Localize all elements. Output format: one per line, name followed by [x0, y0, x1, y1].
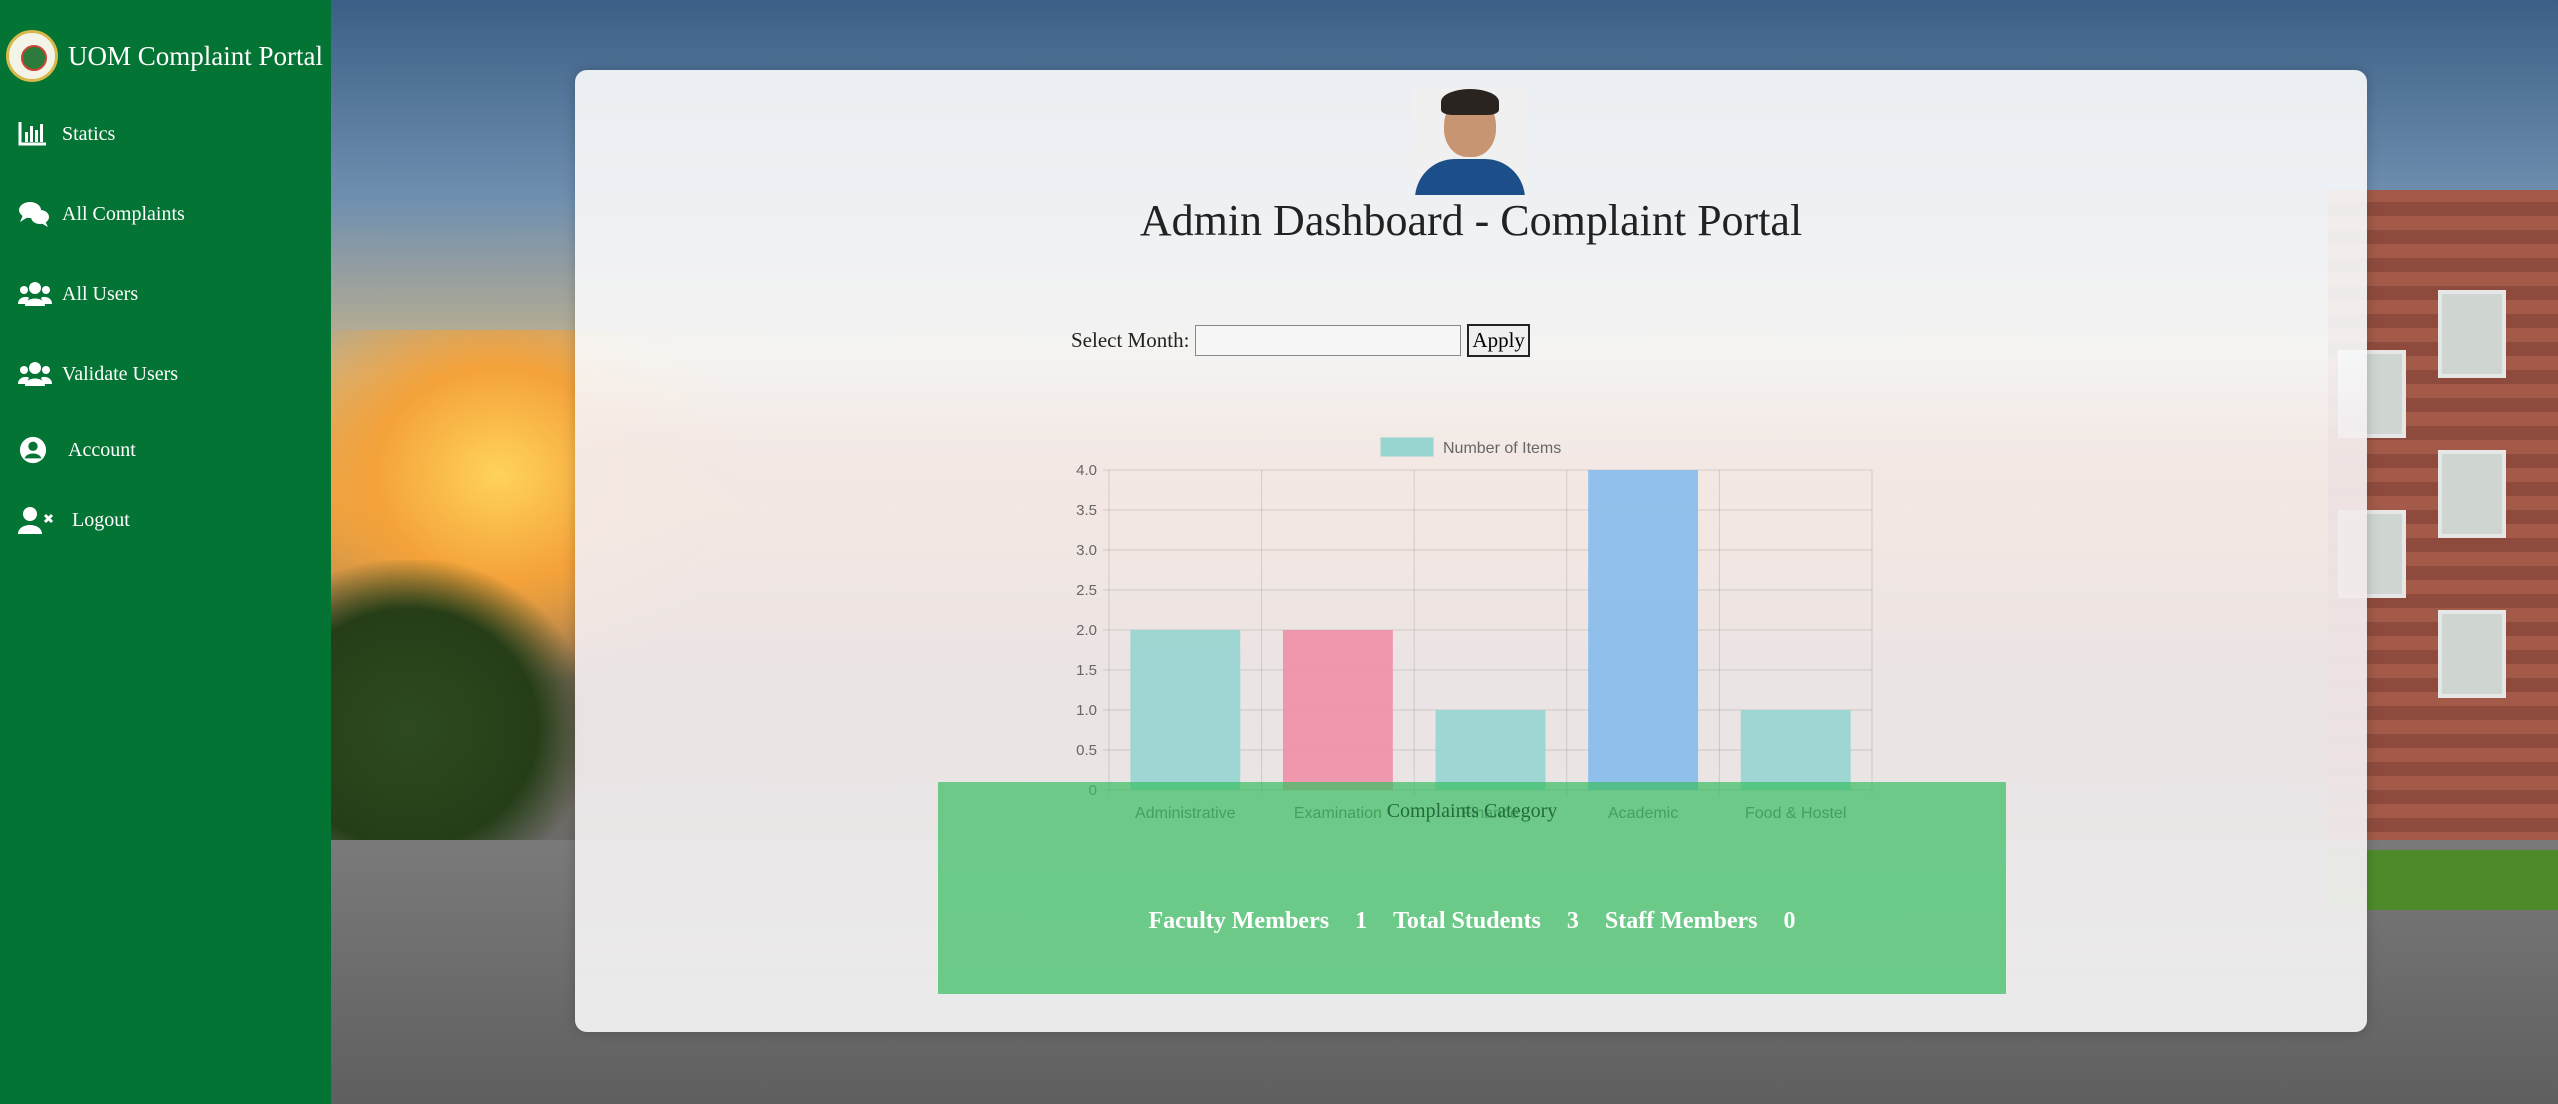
admin-avatar	[1411, 87, 1529, 195]
sidebar-item-validate-users[interactable]: Validate Users	[18, 360, 178, 388]
y-tick-label: 2.5	[1076, 582, 1097, 599]
month-input[interactable]	[1195, 325, 1462, 356]
chat-bubbles-icon	[18, 200, 50, 228]
staff-stat: Staff Members 0	[1605, 908, 1796, 935]
legend-swatch[interactable]	[1380, 437, 1434, 457]
y-tick-label: 2.0	[1076, 622, 1097, 639]
sidebar-item-all-users[interactable]: All Users	[18, 280, 138, 308]
user-remove-icon	[18, 506, 54, 534]
trees	[331, 560, 591, 840]
bar-examination[interactable]	[1282, 630, 1393, 790]
sidebar-item-label: Validate Users	[62, 362, 179, 385]
stats-row: Faculty Members 1 Total Students 3 Staff…	[938, 908, 2006, 935]
sidebar-item-logout[interactable]: Logout	[18, 506, 130, 534]
avatar-hair	[1441, 89, 1499, 115]
y-tick-label: 0.5	[1076, 742, 1097, 759]
bar-academic[interactable]	[1588, 470, 1699, 790]
chart-legend[interactable]: Number of Items	[1380, 437, 1561, 457]
users-icon	[18, 360, 52, 388]
y-tick-label: 3.0	[1076, 542, 1097, 559]
bar-administrative[interactable]	[1130, 630, 1241, 790]
month-filter: Select Month: Apply	[1071, 324, 1530, 357]
sidebar-item-account[interactable]: Account	[18, 436, 136, 464]
building-window	[2438, 450, 2506, 538]
bar-finance[interactable]	[1435, 710, 1546, 790]
select-month-label: Select Month:	[1071, 328, 1190, 352]
brand-title: UOM Complaint Portal	[68, 40, 323, 71]
bar-chart-icon	[18, 120, 50, 148]
faculty-count: 1	[1355, 908, 1368, 934]
students-label: Total Students	[1393, 908, 1541, 934]
faculty-label: Faculty Members	[1148, 908, 1330, 934]
university-logo-icon	[6, 30, 58, 82]
dashboard-card: Admin Dashboard - Complaint Portal Selec…	[575, 70, 2367, 1032]
staff-count: 0	[1783, 908, 1796, 934]
sidebar-item-label: Logout	[72, 508, 130, 531]
stats-panel: Complaints Category Faculty Members 1 To…	[938, 782, 2006, 994]
students-stat: Total Students 3	[1393, 908, 1579, 935]
sidebar-item-label: All Complaints	[62, 202, 185, 225]
sidebar: UOM Complaint Portal Statics All Complai…	[0, 0, 331, 1104]
sidebar-item-all-complaints[interactable]: All Complaints	[18, 200, 185, 228]
sidebar-item-label: Statics	[62, 122, 116, 145]
students-count: 3	[1566, 908, 1579, 934]
building-window	[2438, 290, 2506, 378]
y-tick-label: 3.5	[1076, 502, 1097, 519]
apply-button[interactable]: Apply	[1467, 324, 1530, 357]
chart-y-ticks: 00.51.01.52.02.53.03.54.0	[1076, 462, 1097, 799]
staff-label: Staff Members	[1604, 908, 1758, 934]
avatar-body	[1415, 159, 1525, 195]
y-tick-label: 4.0	[1076, 462, 1097, 479]
users-icon	[18, 280, 52, 308]
complaints-bar-chart: 00.51.01.52.02.53.03.54.0 Administrative…	[1076, 437, 1873, 822]
faculty-stat: Faculty Members 1	[1148, 908, 1367, 935]
y-tick-label: 1.5	[1076, 662, 1097, 679]
legend-label[interactable]: Number of Items	[1443, 440, 1561, 457]
building-window	[2438, 610, 2506, 698]
page-title: Admin Dashboard - Complaint Portal	[1139, 196, 1803, 245]
user-circle-icon	[18, 436, 50, 464]
brand[interactable]: UOM Complaint Portal	[6, 30, 323, 82]
sidebar-item-label: All Users	[62, 282, 139, 305]
y-tick-label: 1.0	[1076, 702, 1097, 719]
chart-bars	[1130, 470, 1851, 790]
sidebar-item-label: Account	[68, 438, 136, 461]
sidebar-item-statics[interactable]: Statics	[18, 120, 115, 148]
complaints-category-caption: Complaints Category	[1386, 800, 1558, 822]
bar-food-hostel[interactable]	[1740, 710, 1851, 790]
